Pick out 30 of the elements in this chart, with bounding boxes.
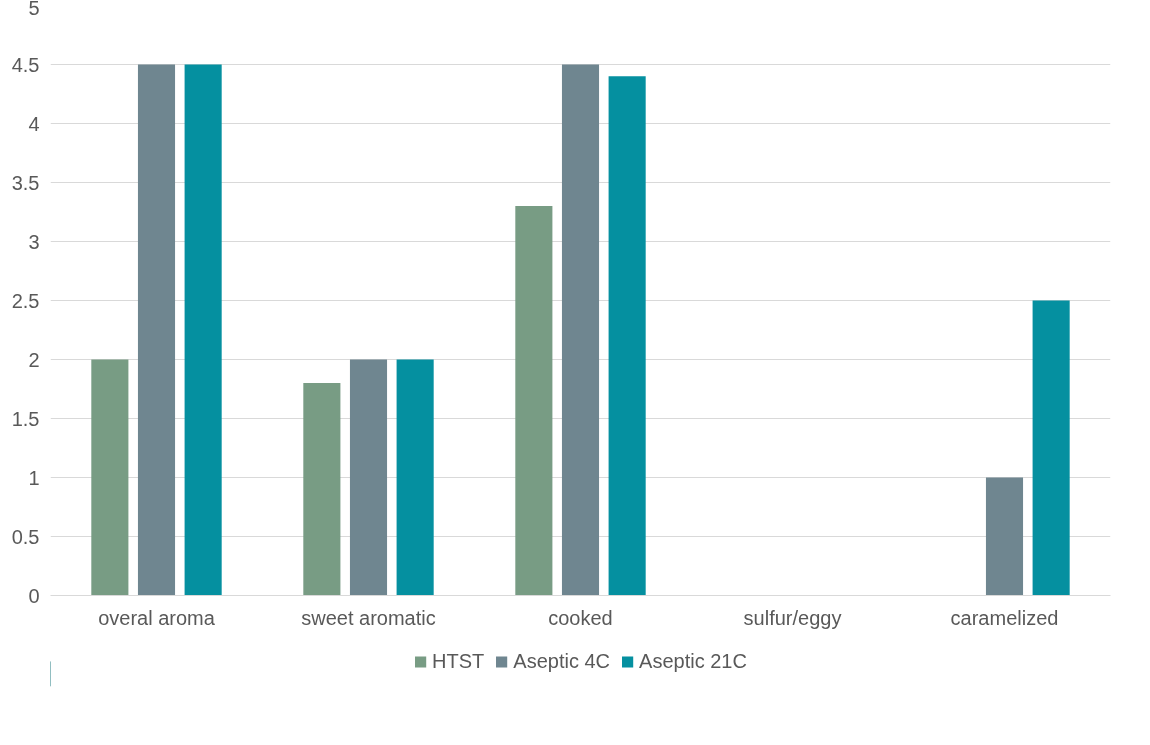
y-tick-label: 2.5 — [11, 289, 40, 312]
y-tick-label: 1.5 — [11, 407, 40, 430]
bar — [184, 64, 222, 596]
y-tick-label: 2 — [28, 348, 40, 371]
y-tick-label: 3 — [28, 230, 40, 253]
y-tick-label: 3.5 — [11, 171, 40, 194]
bar — [608, 76, 646, 596]
y-tick-label: 4.5 — [11, 53, 40, 76]
y-tick-label: 4 — [28, 112, 40, 135]
bar — [561, 64, 600, 596]
bar — [985, 477, 1024, 596]
bar — [515, 206, 553, 596]
y-tick-label: 0 — [28, 584, 40, 607]
y-tick-label: 5 — [28, 0, 40, 19]
x-tick-label: overal aroma — [98, 606, 216, 629]
bar — [137, 64, 176, 596]
x-tick-label: caramelized — [950, 606, 1059, 629]
x-tick-label: cooked — [548, 606, 613, 629]
bar — [91, 359, 129, 596]
y-tick-label: 1 — [28, 466, 40, 489]
x-tick-label: sweet aromatic — [301, 606, 436, 629]
legend-label: Aseptic 21C — [639, 649, 747, 673]
x-tick-label: sulfur/eggy — [743, 606, 842, 629]
y-tick-label: 0.5 — [11, 525, 40, 548]
legend-label: HTST — [432, 649, 485, 673]
bar — [349, 359, 388, 596]
bar — [396, 359, 434, 596]
bar — [1032, 300, 1070, 596]
bar — [303, 383, 341, 596]
legend-label: Aseptic 4C — [513, 649, 611, 673]
